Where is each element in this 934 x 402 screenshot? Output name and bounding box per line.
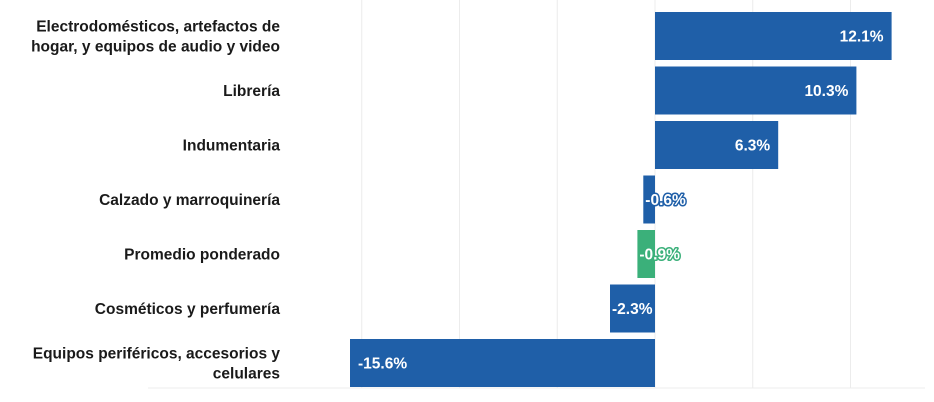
category-label: Librería: [223, 83, 280, 100]
bar: [350, 339, 655, 387]
bar: [655, 66, 857, 115]
bar: [643, 175, 655, 224]
category-label-line: Librería: [223, 83, 280, 100]
category-label-line: Equipos periféricos, accesorios y: [33, 346, 281, 363]
bar: [610, 284, 655, 333]
category-label-line: Promedio ponderado: [124, 247, 280, 264]
value-label: 10.3%: [804, 83, 848, 100]
category-label-line: hogar, y equipos de audio y video: [31, 39, 280, 56]
bar: [655, 12, 892, 60]
category-label: Electrodomésticos, artefactos de hogar, y…: [31, 19, 280, 56]
value-label: -0.6%: [645, 192, 686, 209]
category-label: Cosméticos y perfumería: [95, 301, 281, 318]
bar-layer: [350, 12, 892, 387]
category-label: Promedio ponderado: [124, 247, 280, 264]
value-label: 12.1%: [840, 29, 884, 46]
value-label: -15.6%: [358, 356, 407, 373]
grid-layer: [148, 0, 925, 389]
category-label: Equipos periféricos, accesorios y celular…: [33, 346, 281, 383]
value-label: 6.3%: [735, 138, 771, 155]
category-label-line: Calzado y marroquinería: [99, 192, 280, 209]
label-layer: Electrodomésticos, artefactos de hogar, y…: [31, 19, 884, 383]
category-label-line: Electrodomésticos, artefactos de: [36, 19, 280, 36]
bar-highlight: [637, 230, 655, 278]
category-label-line: Cosméticos y perfumería: [95, 301, 281, 318]
category-label: Indumentaria: [183, 138, 281, 155]
bar: [655, 121, 779, 169]
category-label: Calzado y marroquinería: [99, 192, 280, 209]
category-label-line: Indumentaria: [183, 138, 281, 155]
category-label-line: celulares: [213, 366, 280, 383]
value-label-highlight: -0.9%: [639, 247, 680, 264]
value-label: -2.3%: [612, 301, 653, 318]
